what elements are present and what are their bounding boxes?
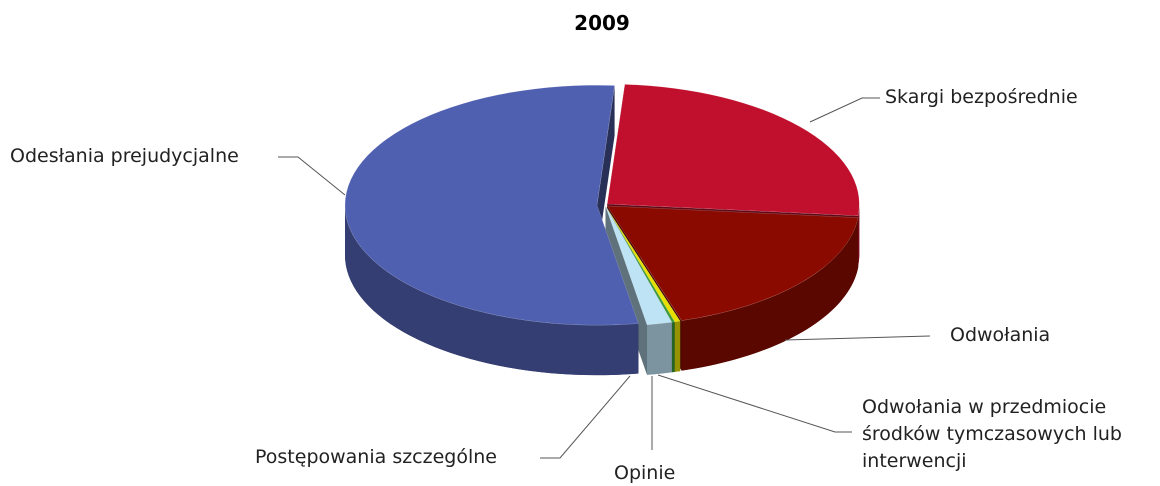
leader-line: [540, 375, 631, 459]
slice-side: [345, 205, 639, 376]
slice-side: [671, 321, 675, 373]
slice-label: Odwołania: [950, 324, 1051, 346]
slice: [605, 206, 676, 323]
leader-line: [809, 97, 880, 123]
slice-label: Opinie: [614, 462, 676, 484]
slice: [344, 84, 639, 326]
slice-side: [858, 204, 860, 266]
slice-label: Postępowania szczególne: [255, 446, 497, 468]
slice: [606, 205, 859, 321]
slice-label: Skargi bezpośrednie: [885, 86, 1078, 108]
leader-line: [278, 156, 346, 196]
slice-side: [647, 322, 672, 375]
slice: [605, 206, 673, 326]
chart-title: 2009: [574, 11, 630, 35]
pie: [344, 84, 860, 376]
slice-side: [681, 217, 859, 371]
slice-side: [674, 321, 681, 372]
slice: [605, 206, 681, 323]
slice: [607, 84, 860, 217]
slice-label: Odesłania prejudycjalne: [10, 145, 239, 167]
slice-cut: [597, 85, 615, 256]
leader-line: [657, 374, 852, 433]
leader-line: [784, 335, 931, 341]
slice-label: Odwołania w przedmiocie środków tymczaso…: [862, 396, 1122, 472]
